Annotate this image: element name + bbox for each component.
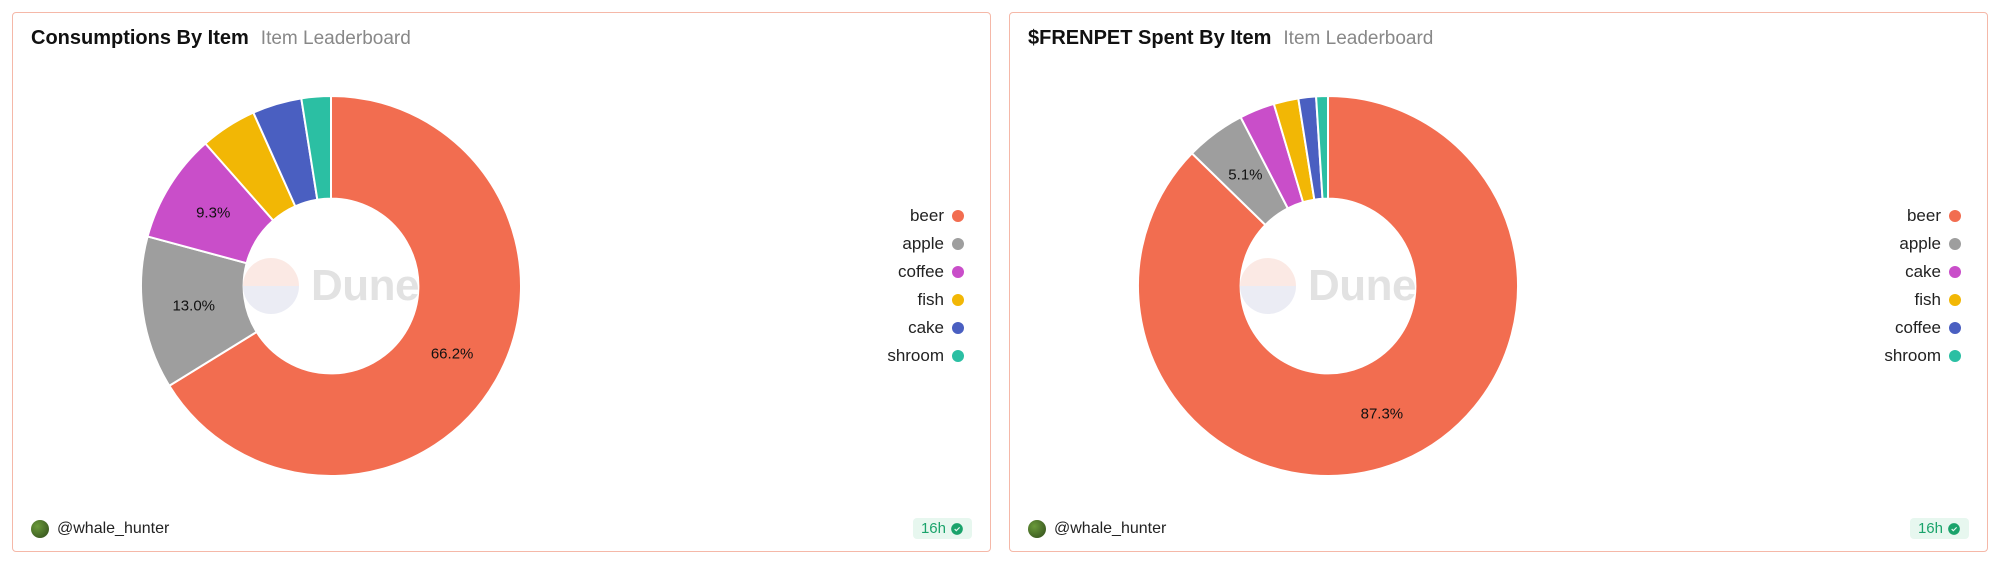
card-footer: @whale_hunter 16h <box>1028 518 1969 539</box>
chart-area: Dune87.3%5.1%beerapplecakefishcoffeeshro… <box>1028 58 1969 514</box>
card-subtitle: Item Leaderboard <box>1283 28 1433 50</box>
slice-label-beer: 87.3% <box>1361 405 1404 422</box>
legend-label: apple <box>902 234 944 254</box>
chart-area: Dune66.2%13.0%9.3%beerapplecoffeefishcak… <box>31 58 972 514</box>
age-badge[interactable]: 16h <box>913 518 972 539</box>
donut-chart: Dune66.2%13.0%9.3% <box>131 86 531 486</box>
legend-item-apple[interactable]: apple <box>902 234 964 254</box>
legend-label: coffee <box>1895 318 1941 338</box>
legend-item-apple[interactable]: apple <box>1899 234 1961 254</box>
legend-label: cake <box>1905 262 1941 282</box>
legend: beer apple coffee fish cake shroom <box>531 206 972 366</box>
slice-label-coffee: 9.3% <box>196 204 230 221</box>
age-text: 16h <box>921 520 946 537</box>
legend-item-cake[interactable]: cake <box>908 318 964 338</box>
legend-item-shroom[interactable]: shroom <box>887 346 964 366</box>
slice-label-apple: 5.1% <box>1228 166 1262 183</box>
legend-item-shroom[interactable]: shroom <box>1884 346 1961 366</box>
donut-chart: Dune87.3%5.1% <box>1128 86 1528 486</box>
legend-dot-icon <box>952 210 964 222</box>
legend-dot-icon <box>1949 210 1961 222</box>
legend-label: fish <box>1915 290 1941 310</box>
card-subtitle: Item Leaderboard <box>261 28 411 50</box>
legend-dot-icon <box>1949 266 1961 278</box>
author-name: @whale_hunter <box>57 520 169 538</box>
avatar-icon <box>31 520 49 538</box>
legend-dot-icon <box>952 294 964 306</box>
legend-label: fish <box>918 290 944 310</box>
legend-dot-icon <box>952 322 964 334</box>
legend-item-beer[interactable]: beer <box>910 206 964 226</box>
card-title: Consumptions By Item <box>31 27 249 50</box>
slice-label-apple: 13.0% <box>172 297 215 314</box>
legend-dot-icon <box>952 266 964 278</box>
author-link[interactable]: @whale_hunter <box>31 520 169 538</box>
legend-label: coffee <box>898 262 944 282</box>
card-header: $FRENPET Spent By Item Item Leaderboard <box>1028 27 1969 50</box>
legend-label: beer <box>910 206 944 226</box>
legend-label: shroom <box>887 346 944 366</box>
legend-item-fish[interactable]: fish <box>918 290 964 310</box>
legend-item-coffee[interactable]: coffee <box>1895 318 1961 338</box>
legend: beer apple cake fish coffee shroom <box>1528 206 1969 366</box>
author-name: @whale_hunter <box>1054 520 1166 538</box>
age-badge[interactable]: 16h <box>1910 518 1969 539</box>
chart-card: $FRENPET Spent By ItemItem LeaderboardDu… <box>1009 12 1988 552</box>
legend-dot-icon <box>1949 294 1961 306</box>
legend-item-beer[interactable]: beer <box>1907 206 1961 226</box>
legend-dot-icon <box>1949 238 1961 250</box>
legend-dot-icon <box>952 350 964 362</box>
legend-item-coffee[interactable]: coffee <box>898 262 964 282</box>
check-circle-icon <box>950 522 964 536</box>
legend-label: beer <box>1907 206 1941 226</box>
card-title: $FRENPET Spent By Item <box>1028 27 1271 50</box>
legend-dot-icon <box>952 238 964 250</box>
check-circle-icon <box>1947 522 1961 536</box>
card-footer: @whale_hunter 16h <box>31 518 972 539</box>
author-link[interactable]: @whale_hunter <box>1028 520 1166 538</box>
legend-label: shroom <box>1884 346 1941 366</box>
legend-dot-icon <box>1949 350 1961 362</box>
legend-item-fish[interactable]: fish <box>1915 290 1961 310</box>
card-header: Consumptions By Item Item Leaderboard <box>31 27 972 50</box>
legend-dot-icon <box>1949 322 1961 334</box>
age-text: 16h <box>1918 520 1943 537</box>
legend-item-cake[interactable]: cake <box>1905 262 1961 282</box>
slice-label-beer: 66.2% <box>431 345 474 362</box>
legend-label: apple <box>1899 234 1941 254</box>
avatar-icon <box>1028 520 1046 538</box>
legend-label: cake <box>908 318 944 338</box>
chart-card: Consumptions By ItemItem LeaderboardDune… <box>12 12 991 552</box>
